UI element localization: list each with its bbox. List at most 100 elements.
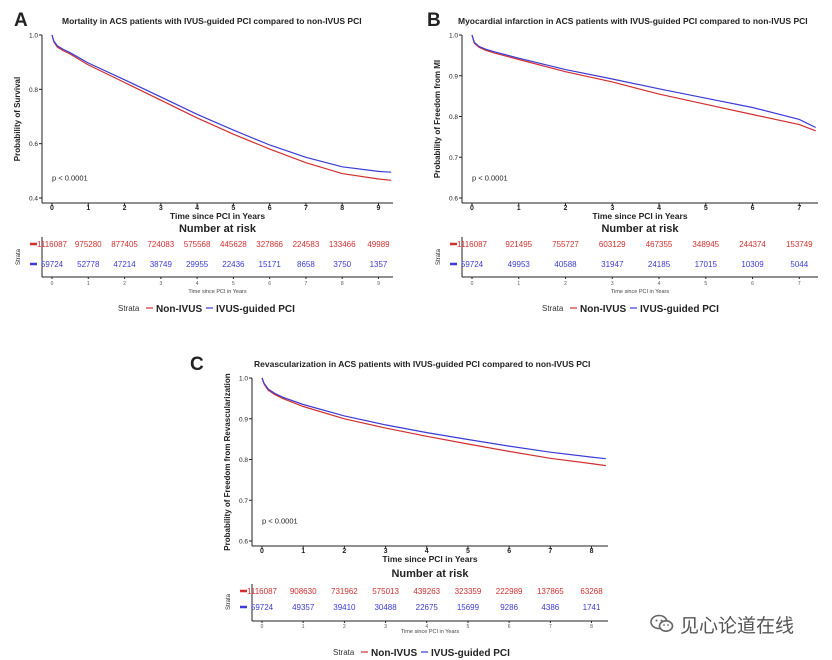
panel-a-risk-value: 59724	[41, 260, 64, 269]
panel-a-risk-x-tick-label: 4	[196, 281, 199, 287]
panel-c-risk-value: 1116087	[247, 587, 278, 596]
panel-b-risk-x-tick-label: 3	[611, 281, 614, 287]
panel-c-x-tick-label: 3	[384, 548, 388, 555]
panel-a-y-axis-label: Probability of Survival	[13, 77, 22, 161]
panel-a-x-tick-label: 6	[268, 205, 272, 212]
panel-c-risk-x-tick-label: 8	[590, 624, 593, 630]
panel-c-x-tick-label: 4	[425, 548, 429, 555]
panel-a-risk-x-axis-label: Time since PCI in Years	[188, 289, 246, 295]
panel-a-risk-value: 575568	[184, 240, 211, 249]
panel-c-x-tick-label: 0	[260, 548, 264, 555]
panel-a-x-tick-label: 5	[231, 205, 235, 212]
panel-c-x-tick-label: 5	[466, 548, 470, 555]
panel-a-x-tick-label: 2	[123, 205, 127, 212]
panel-a-risk-x-tick-label: 3	[159, 281, 162, 287]
panel-a-y-tick-label: 0.4	[29, 196, 38, 203]
panel-a-risk-value: 975280	[75, 240, 102, 249]
panel-c-y-axis-label: Probability of Freedom from Revasculariz…	[223, 373, 232, 550]
panel-a-y-tick-label: 0.8	[29, 87, 38, 94]
panel-a-risk-value: 49989	[367, 240, 390, 249]
panel-b-risk-title: Number at risk	[601, 223, 679, 235]
panel-b-risk-value: 1116087	[457, 240, 488, 249]
panel-b-x-tick-label: 4	[657, 205, 661, 212]
panel-b-risk-value: 153749	[786, 240, 813, 249]
panel-a-x-tick-label: 4	[195, 205, 199, 212]
chart-panel-a: A Mortality in ACS patients with IVUS-gui…	[13, 10, 393, 315]
panel-c-x-tick-label: 8	[590, 548, 594, 555]
panel-b-y-tick-label: 1.0	[449, 33, 458, 40]
panel-b-legend-strata: Strata	[542, 304, 564, 313]
panel-c-risk-x-tick-label: 5	[467, 624, 470, 630]
panel-c-y-tick-label: 0.7	[239, 498, 248, 505]
panel-c-risk-value: 439263	[413, 587, 440, 596]
panel-b-risk-x-tick-label: 0	[471, 281, 474, 287]
panel-b-risk-value: 10309	[741, 260, 764, 269]
panel-c-risk-x-tick-label: 4	[425, 624, 428, 630]
panel-b-risk-value: 244374	[739, 240, 766, 249]
chart-panel-b: B Myocardial infarction in ACS patients w…	[427, 10, 818, 315]
panel-c-risk-x-tick-label: 3	[384, 624, 387, 630]
panel-b-title: Myocardial infarction in ACS patients wi…	[458, 16, 808, 26]
panel-a-risk-value: 38749	[150, 260, 173, 269]
panel-a-series-non-ivus-line	[51, 34, 392, 181]
panel-c-pvalue: p < 0.0001	[262, 516, 298, 525]
panel-c-risk-value: 9286	[500, 603, 518, 612]
panel-a-x-tick-label: 1	[86, 205, 90, 212]
panel-a-risk-x-tick-label: 0	[51, 281, 54, 287]
panel-c-x-tick-label: 7	[548, 548, 552, 555]
panel-b-risk-x-tick-label: 2	[564, 281, 567, 287]
panel-a-risk-value: 22436	[222, 260, 245, 269]
panel-a-y-tick-label: 1.0	[29, 33, 38, 40]
panel-b-y-tick-label: 0.8	[449, 114, 458, 121]
panel-a-risk-value: 8658	[297, 260, 315, 269]
panel-a-risk-x-tick-label: 5	[232, 281, 235, 287]
panel-b-risk-x-tick-label: 4	[658, 281, 661, 287]
panel-c-risk-x-tick-label: 0	[261, 624, 264, 630]
panel-c-title: Revascularization in ACS patients with I…	[254, 359, 590, 369]
panel-c-legend-label-ivus: IVUS-guided PCI	[431, 648, 510, 659]
panel-c-risk-x-tick-label: 7	[549, 624, 552, 630]
wechat-icon	[650, 614, 674, 632]
panel-a-risk-title: Number at risk	[179, 223, 257, 235]
panel-b-legend-label-non-ivus: Non-IVUS	[580, 304, 626, 315]
panel-b-risk-value: 17015	[695, 260, 718, 269]
panel-b-risk-value: 59724	[461, 260, 484, 269]
panel-b-letter: B	[427, 10, 441, 31]
panel-b-risk-value: 24185	[648, 260, 671, 269]
panel-a-risk-value: 133466	[329, 240, 356, 249]
panel-b-risk-value: 348945	[692, 240, 719, 249]
panel-a-risk-value: 47214	[113, 260, 136, 269]
panel-b-y-tick-label: 0.6	[449, 196, 458, 203]
panel-a-risk-x-tick-label: 8	[341, 281, 344, 287]
panel-b-risk-value: 755727	[552, 240, 579, 249]
panel-c-risk-value: 575013	[372, 587, 399, 596]
panel-a-risk-value: 724083	[147, 240, 174, 249]
panel-b-x-tick-label: 5	[704, 205, 708, 212]
watermark: 见心论道在线	[650, 611, 820, 637]
panel-c-risk-value: 15699	[457, 603, 480, 612]
panel-b-x-tick-label: 0	[470, 205, 474, 212]
panel-a-risk-value: 3750	[333, 260, 351, 269]
panel-a-x-tick-label: 9	[377, 205, 381, 212]
panel-b-risk-x-tick-label: 5	[704, 281, 707, 287]
panel-b-series-ivus-line	[471, 34, 816, 129]
panel-b-y-axis-label: Probability of Freedom from MI	[433, 60, 442, 178]
panel-c-risk-x-axis-label: Time since PCI in Years	[401, 629, 459, 635]
panel-b-x-axis-label: Time since PCI in Years	[592, 211, 687, 221]
panel-b-risk-value: 603129	[599, 240, 626, 249]
panel-a-risk-x-tick-label: 6	[268, 281, 271, 287]
panel-c-y-tick-label: 0.9	[239, 416, 248, 423]
panel-c-risk-value: 30488	[374, 603, 397, 612]
panel-a-risk-strata-label: Strata	[16, 248, 22, 265]
panel-c-risk-value: 59724	[251, 603, 274, 612]
panel-c-risk-x-tick-label: 1	[302, 624, 305, 630]
panel-a-y-tick-label: 0.6	[29, 141, 38, 148]
panel-b-x-tick-label: 1	[517, 205, 521, 212]
panel-a-x-tick-label: 0	[50, 205, 54, 212]
panel-a-risk-x-tick-label: 2	[123, 281, 126, 287]
panel-a-pvalue: p < 0.0001	[52, 173, 88, 182]
panel-c-x-tick-label: 1	[301, 548, 305, 555]
panel-a-risk-value: 1116087	[37, 240, 68, 249]
panel-b-series-non-ivus-line	[471, 34, 816, 132]
panel-c-risk-value: 22675	[416, 603, 439, 612]
